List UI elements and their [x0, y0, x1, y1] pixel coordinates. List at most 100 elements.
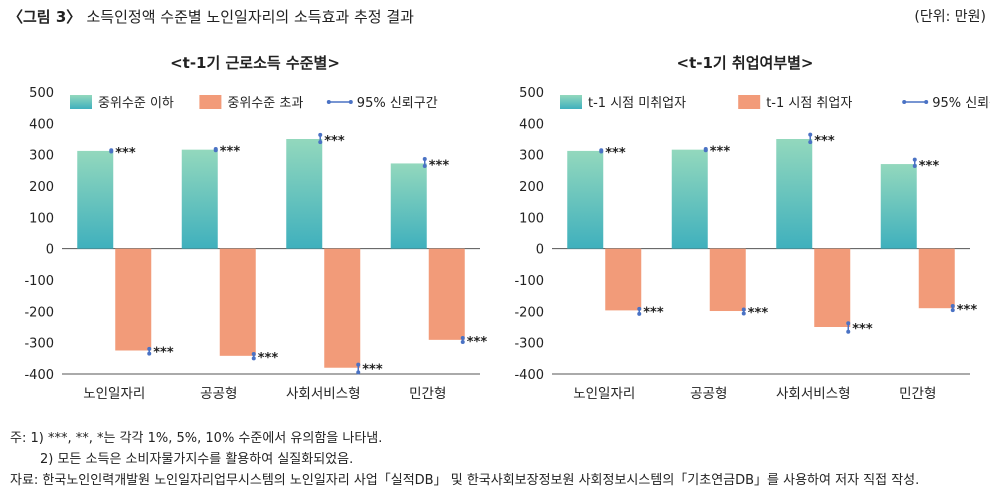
significance-label: ***: [429, 158, 450, 173]
significance-label: ***: [605, 146, 626, 161]
ci-endpoint: [808, 140, 813, 145]
x-tick-label: 민간형: [409, 386, 446, 402]
legend-label: 중위수준 이하: [98, 96, 174, 111]
significance-label: ***: [852, 322, 873, 337]
chart-right: 500 400 300 200 100 0 -100 -200 -300 -400 *** *** 노인…: [514, 86, 990, 402]
y-tick-label: 500: [519, 86, 544, 101]
ci-endpoint: [703, 148, 708, 153]
ci-endpoint: [318, 140, 323, 145]
ci-endpoint: [637, 306, 642, 311]
y-tick-label: 300: [519, 149, 544, 164]
y-tick-label: -400: [24, 368, 54, 383]
significance-label: ***: [467, 335, 488, 350]
ci-endpoint: [808, 132, 813, 137]
significance-label: ***: [153, 346, 174, 361]
bar-series2: [324, 248, 361, 368]
bar-series2: [115, 248, 152, 351]
y-tick-label: 300: [29, 149, 54, 164]
significance-label: ***: [115, 146, 136, 161]
y-tick-label: -200: [514, 305, 544, 320]
figure-title-text: 소득인정액 수준별 노인일자리의 소득효과 추정 결과: [86, 8, 414, 26]
ci-endpoint: [846, 321, 851, 326]
note-1: 주: 1) ***, **, *는 각각 1%, 5%, 10% 수준에서 유의…: [10, 431, 383, 446]
legend-label: t-1 시점 취업자: [766, 96, 852, 111]
chart-title-right: <t-1기 취업여부별>: [676, 54, 814, 72]
y-tick-label: -200: [24, 305, 54, 320]
y-tick-label: 100: [29, 211, 54, 226]
significance-label: ***: [258, 351, 279, 366]
ci-endpoint: [912, 157, 917, 162]
significance-label: ***: [748, 306, 769, 321]
y-tick-label: 200: [29, 180, 54, 195]
legend-label: 중위수준 초과: [227, 96, 303, 111]
source-note: 자료: 한국노인인력개발원 노인일자리업무시스템의 노인일자리 사업「실적DB」…: [10, 473, 920, 488]
x-tick-label: 사회서비스형: [776, 386, 851, 402]
y-tick-label: 500: [29, 86, 54, 101]
figure-unit: (단위: 만원): [914, 9, 986, 25]
y-tick-label: 0: [536, 243, 544, 258]
ci-endpoint: [950, 304, 955, 309]
ci-endpoint: [356, 370, 361, 375]
legend-swatch: [199, 95, 222, 109]
bar-series2: [428, 248, 465, 340]
ci-endpoint: [109, 149, 114, 154]
bar-series1: [77, 150, 114, 249]
y-tick-label: -400: [514, 368, 544, 383]
x-tick-label: 민간형: [899, 386, 936, 402]
bar-series2: [814, 248, 851, 327]
significance-label: ***: [220, 145, 241, 160]
ci-endpoint: [213, 148, 218, 153]
y-tick-label: 200: [519, 180, 544, 195]
ci-endpoint: [460, 335, 465, 340]
ci-endpoint: [147, 346, 152, 351]
ci-endpoint: [147, 351, 152, 356]
ci-endpoint: [422, 163, 427, 168]
ci-endpoint: [950, 308, 955, 313]
legend-swatch: [326, 100, 353, 104]
bar-series1: [776, 139, 813, 249]
legend-label: 95% 신뢰구간: [357, 96, 438, 111]
y-tick-label: -300: [24, 337, 54, 352]
y-tick-label: -100: [514, 274, 544, 289]
significance-label: ***: [324, 134, 345, 149]
legend-swatch: [902, 100, 929, 104]
bar-series2: [918, 248, 955, 309]
ci-endpoint: [318, 132, 323, 137]
bar-series2: [219, 248, 256, 356]
significance-label: ***: [362, 363, 383, 378]
y-tick-label: 400: [29, 117, 54, 132]
bar-series1: [181, 149, 218, 249]
ci-endpoint: [912, 163, 917, 168]
ci-endpoint: [741, 307, 746, 312]
legend-swatch: [560, 95, 582, 109]
significance-label: ***: [957, 303, 978, 318]
legend-swatch: [70, 95, 92, 109]
figure-title: 〈그림 3〉 소득인정액 수준별 노인일자리의 소득효과 추정 결과: [8, 6, 414, 27]
x-tick-label: 공공형: [690, 386, 727, 402]
y-tick-label: -100: [24, 274, 54, 289]
bar-series1: [880, 164, 917, 249]
ci-endpoint: [846, 329, 851, 334]
significance-label: ***: [814, 134, 835, 149]
bar-series2: [709, 248, 746, 312]
ci-endpoint: [741, 311, 746, 316]
note-2: 2) 모든 소득은 소비자물가지수를 활용하여 실질화되었음.: [40, 452, 354, 467]
ci-endpoint: [251, 356, 256, 361]
ci-endpoint: [460, 340, 465, 345]
bar-series2: [605, 248, 642, 311]
ci-endpoint: [356, 362, 361, 367]
x-tick-label: 사회서비스형: [286, 386, 361, 402]
y-tick-label: 100: [519, 211, 544, 226]
x-tick-label: 노인일자리: [83, 386, 145, 402]
legend-swatch: [738, 95, 761, 109]
bar-series1: [567, 150, 604, 249]
figure-label: 〈그림 3〉: [8, 8, 82, 26]
ci-endpoint: [251, 351, 256, 356]
ci-endpoint: [422, 157, 427, 162]
significance-label: ***: [710, 145, 731, 160]
y-tick-label: -300: [514, 337, 544, 352]
ci-endpoint: [599, 149, 604, 154]
bar-series1: [390, 163, 427, 249]
legend-label: t-1 시점 미취업자: [588, 96, 686, 111]
significance-label: ***: [919, 159, 940, 174]
